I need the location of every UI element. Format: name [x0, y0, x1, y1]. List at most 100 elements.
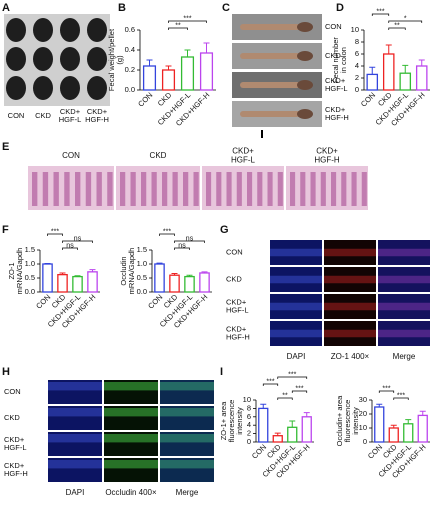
x-tick-label: CON	[250, 442, 268, 460]
panel-letter: H	[2, 366, 10, 378]
stain-band	[104, 382, 158, 391]
y-tick-label: 6	[355, 49, 359, 58]
y-tick-label: 2	[355, 73, 359, 82]
bar	[366, 73, 379, 91]
crypt	[351, 172, 357, 206]
column-label: DAPI	[66, 488, 85, 497]
y-tick-label: 10	[243, 395, 251, 404]
bar	[403, 423, 414, 443]
y-axis-label: intensity	[235, 407, 244, 435]
crypt	[42, 172, 49, 206]
significance-label: *	[404, 15, 407, 22]
label: CKD+	[4, 435, 25, 444]
colon	[240, 53, 300, 59]
caecum	[297, 51, 313, 61]
y-tick-label: 6	[247, 412, 251, 421]
label: CKD+	[60, 107, 81, 116]
y-axis-label: fluorescence	[227, 400, 236, 443]
significance-label: ns	[66, 242, 74, 249]
label: HGF-H	[4, 469, 28, 478]
stain-band	[324, 248, 376, 257]
stain-band	[378, 275, 430, 284]
significance-label: ***	[266, 378, 274, 385]
stain-band	[104, 408, 158, 417]
y-tick-label: 30	[359, 395, 367, 404]
significance-label: **	[282, 392, 288, 399]
error-bar	[369, 66, 376, 75]
crypt	[310, 172, 316, 206]
panel-letter: C	[222, 2, 230, 14]
significance-label: ***	[183, 15, 191, 22]
bar	[87, 271, 98, 293]
label: CKD+	[232, 147, 254, 156]
label: CKD+	[325, 76, 346, 85]
significance-label: ***	[397, 392, 405, 399]
pellet	[33, 47, 53, 71]
x-tick-label: CON	[34, 292, 52, 310]
significance-bracket	[277, 376, 308, 379]
crypt	[162, 172, 168, 206]
significance-bracket	[174, 240, 205, 243]
bar	[399, 72, 412, 91]
crypt	[120, 172, 126, 206]
y-tick-label: 0.0	[125, 85, 135, 94]
y-tick-label: 0	[355, 85, 359, 94]
significance-bracket	[371, 13, 390, 16]
label: HGF-L	[59, 115, 82, 124]
y-axis-label: intensity	[351, 407, 360, 435]
pellet	[60, 18, 80, 42]
significance-bracket	[174, 247, 190, 250]
label: HGF-L	[4, 443, 27, 452]
crypt	[141, 172, 147, 206]
label: CON	[325, 22, 342, 31]
y-tick-label: 2	[247, 429, 251, 438]
pellet	[87, 76, 107, 100]
error-bar	[203, 42, 210, 53]
stain-band	[160, 460, 214, 469]
significance-bracket	[62, 247, 78, 250]
label: CON	[62, 151, 80, 160]
significance-label: ***	[51, 228, 59, 235]
colon	[240, 111, 300, 117]
significance-label: ***	[376, 8, 384, 15]
error-bar	[165, 65, 172, 70]
y-tick-label: 10	[351, 25, 359, 34]
caecum	[297, 109, 313, 119]
label: CKD	[150, 151, 167, 160]
pellet	[6, 76, 26, 100]
crypt	[85, 172, 92, 206]
crypt	[53, 172, 59, 206]
bar	[287, 426, 298, 443]
bar	[417, 414, 428, 443]
crypt	[277, 172, 283, 206]
crypt	[206, 172, 212, 206]
stain-band	[324, 302, 376, 311]
stain-band	[160, 408, 214, 417]
label: HGF-L	[231, 156, 256, 165]
error-bar	[385, 44, 392, 54]
y-tick-label: 0	[247, 437, 251, 446]
crypt	[32, 172, 38, 206]
caecum	[297, 22, 313, 32]
label: HGF-L	[325, 84, 348, 93]
stain-band	[160, 382, 214, 391]
pellet	[60, 76, 80, 100]
y-tick-label: 4	[355, 61, 359, 70]
stain-band	[48, 434, 102, 443]
stain-band	[270, 329, 322, 338]
error-bar	[274, 432, 281, 436]
significance-bracket	[393, 397, 409, 400]
crypt	[361, 172, 367, 206]
x-tick-label: CON	[366, 442, 384, 460]
label: CKD+	[226, 297, 247, 306]
y-axis-label: in colon	[339, 47, 348, 73]
error-bar	[390, 424, 397, 428]
bar	[199, 272, 210, 293]
bar	[382, 53, 395, 91]
significance-label: ***	[288, 371, 296, 378]
label: CKD+	[316, 147, 338, 156]
crypt	[107, 172, 113, 206]
bar	[72, 275, 83, 293]
y-axis-label: ZO-1+ area	[219, 401, 228, 440]
crypt	[130, 172, 136, 206]
